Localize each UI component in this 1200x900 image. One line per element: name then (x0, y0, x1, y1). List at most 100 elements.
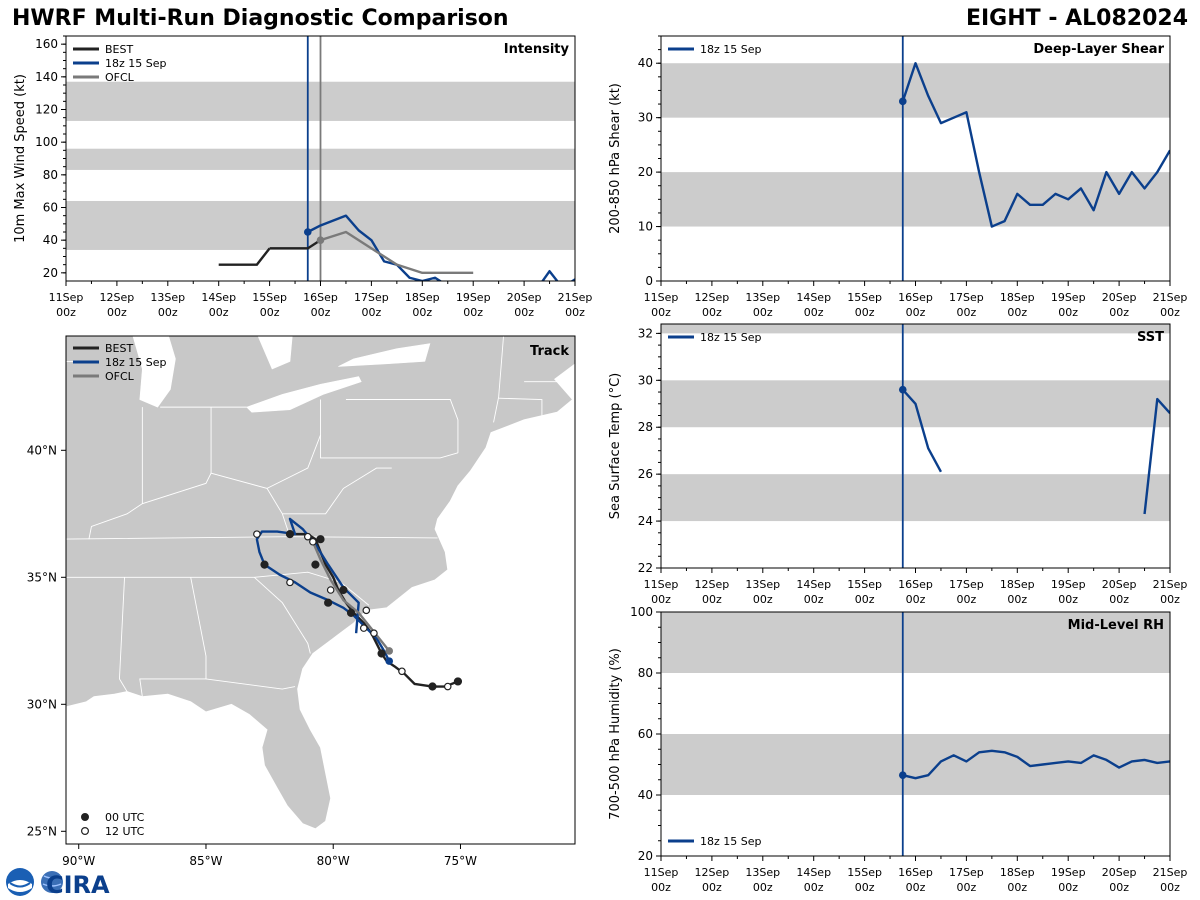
track-legend-label: 18z 15 Sep (105, 356, 167, 369)
rh-ytick-label: 80 (638, 666, 653, 680)
state-border-15 (498, 397, 543, 418)
lake-huron (257, 336, 293, 370)
sst-xtick-label: 11Sep (644, 578, 679, 591)
shear-xtick-label-hour: 00z (1058, 306, 1078, 319)
shear-xtick-label: 19Sep (1051, 291, 1086, 304)
track-chart: 90°W 85°W 80°W 75°W 25°N 30°N 35°N 40°N Track BES… (27, 335, 576, 868)
shear-xtick-label-hour: 00z (702, 306, 722, 319)
rh-xtick-label: 19Sep (1051, 866, 1086, 879)
marker-legend-label: 00 UTC (105, 811, 145, 824)
rh-xtick-label-hour: 00z (906, 881, 926, 894)
rh-series-run-0 (902, 749, 1170, 780)
rh-xtick-label-hour: 00z (855, 881, 875, 894)
shear-panel-title: Deep-Layer Shear (1033, 42, 1164, 57)
state-border-14 (493, 336, 504, 423)
track-point-12z (326, 586, 335, 594)
track-start-ofcl (385, 647, 394, 655)
rh-xtick-label-hour: 00z (957, 881, 977, 894)
track-point-12z (253, 530, 261, 538)
intensity-marker-ofcl-2 (316, 236, 325, 244)
land-mass (66, 336, 575, 830)
rh-xtick-label: 21Sep (1153, 866, 1188, 879)
state-border-6 (254, 576, 311, 654)
rh-xtick-label-hour: 00z (804, 881, 824, 894)
shear-xtick-label: 14Sep (796, 291, 831, 304)
rh-xtick-label-hour: 00z (1007, 881, 1027, 894)
noaa-cira-logo: CIRA (6, 868, 110, 898)
shear-ytick-label: 10 (638, 220, 653, 234)
shear-xtick-label-hour: 00z (855, 306, 875, 319)
intensity-plot-area (66, 36, 575, 281)
intensity-ytick-label: 140 (35, 70, 58, 84)
rh-ytick-label: 100 (630, 605, 653, 619)
intensity-series-ofcl-2 (320, 230, 474, 275)
intensity-xtick-label-hour: 00z (158, 306, 178, 319)
intensity-xtick-label: 17Sep (354, 291, 389, 304)
cira-globe-icon (41, 871, 63, 893)
track-point-12z (398, 667, 406, 676)
rh-xtick-label-hour: 00z (651, 881, 671, 894)
track-ytick-label: 30°N (27, 697, 57, 711)
sst-ytick-label: 24 (638, 514, 653, 528)
storm-id: EIGHT - AL082024 (965, 6, 1188, 31)
intensity-xtick-label: 16Sep (303, 291, 338, 304)
rh-band-0 (661, 734, 1170, 795)
shear-ytick-label: 20 (638, 165, 653, 179)
sst-band-0 (661, 474, 1170, 522)
intensity-xtick-label: 18Sep (405, 291, 440, 304)
sst-xtick-label-hour: 00z (855, 593, 875, 606)
rh-band-1 (661, 612, 1170, 673)
shear-xtick-label-hour: 00z (1007, 306, 1027, 319)
state-border-12 (282, 467, 392, 515)
track-xtick-label: 80°W (317, 854, 350, 868)
shear-band-0 (661, 172, 1170, 227)
shear-xtick-label-hour: 00z (651, 306, 671, 319)
shear-xtick-label-hour: 00z (957, 306, 977, 319)
rh-xtick-label: 14Sep (796, 866, 831, 879)
shear-xtick-label-hour: 00z (753, 306, 773, 319)
shear-xtick-label: 15Sep (847, 291, 882, 304)
sst-xtick-label-hour: 00z (651, 593, 671, 606)
intensity-xtick-label: 11Sep (49, 291, 84, 304)
track-point-12z (303, 532, 312, 541)
sst-band-2 (661, 324, 1170, 334)
rh-xtick-label-hour: 00z (1058, 881, 1078, 894)
intensity-xtick-label: 15Sep (252, 291, 287, 304)
sst-frame (660, 323, 1171, 569)
shear-xtick-label: 20Sep (1102, 291, 1137, 304)
rh-xtick-label: 17Sep (949, 866, 984, 879)
marker-legend-label: 12 UTC (105, 825, 145, 838)
rh-xtick-label: 13Sep (745, 866, 780, 879)
state-border-10 (320, 399, 459, 459)
sst-series-run-1 (1143, 397, 1170, 515)
intensity-xtick-label-hour: 00z (514, 306, 534, 319)
track-point-12z (286, 578, 294, 587)
intensity-legend-label: 18z 15 Sep (105, 57, 167, 70)
track-line-run (255, 517, 391, 662)
sst-marker-run-0 (898, 385, 907, 394)
state-border-13 (345, 399, 459, 453)
track-point-00z (260, 560, 269, 569)
track-point-00z (453, 677, 463, 686)
rh-xtick-label-hour: 00z (753, 881, 773, 894)
track-legend-label: BEST (105, 342, 133, 355)
track-point-12z (362, 606, 371, 615)
track-point-12z (309, 537, 317, 546)
shear-ytick-label: 30 (638, 111, 653, 125)
intensity-xtick-label-hour: 00z (412, 306, 432, 319)
state-border-16 (524, 371, 571, 383)
track-map-area (66, 336, 575, 844)
track-point-00z (311, 560, 320, 569)
track-point-12z (370, 629, 378, 637)
track-ytick-label: 35°N (27, 570, 57, 584)
rh-chart: 20 40 60 80 100 11Sep 00z 12Sep 00z 13Sep 00z 14Sep… (608, 605, 1187, 894)
intensity-legend-label: OFCL (105, 71, 135, 84)
intensity-xtick-label-hour: 00z (362, 306, 382, 319)
intensity-xtick-label-hour: 00z (56, 306, 76, 319)
track-point-00z (324, 598, 333, 607)
marker-legend-12z (80, 826, 89, 835)
sst-xtick-label-hour: 00z (1007, 593, 1027, 606)
lake-erie (246, 376, 362, 413)
lake-michigan (132, 336, 176, 408)
